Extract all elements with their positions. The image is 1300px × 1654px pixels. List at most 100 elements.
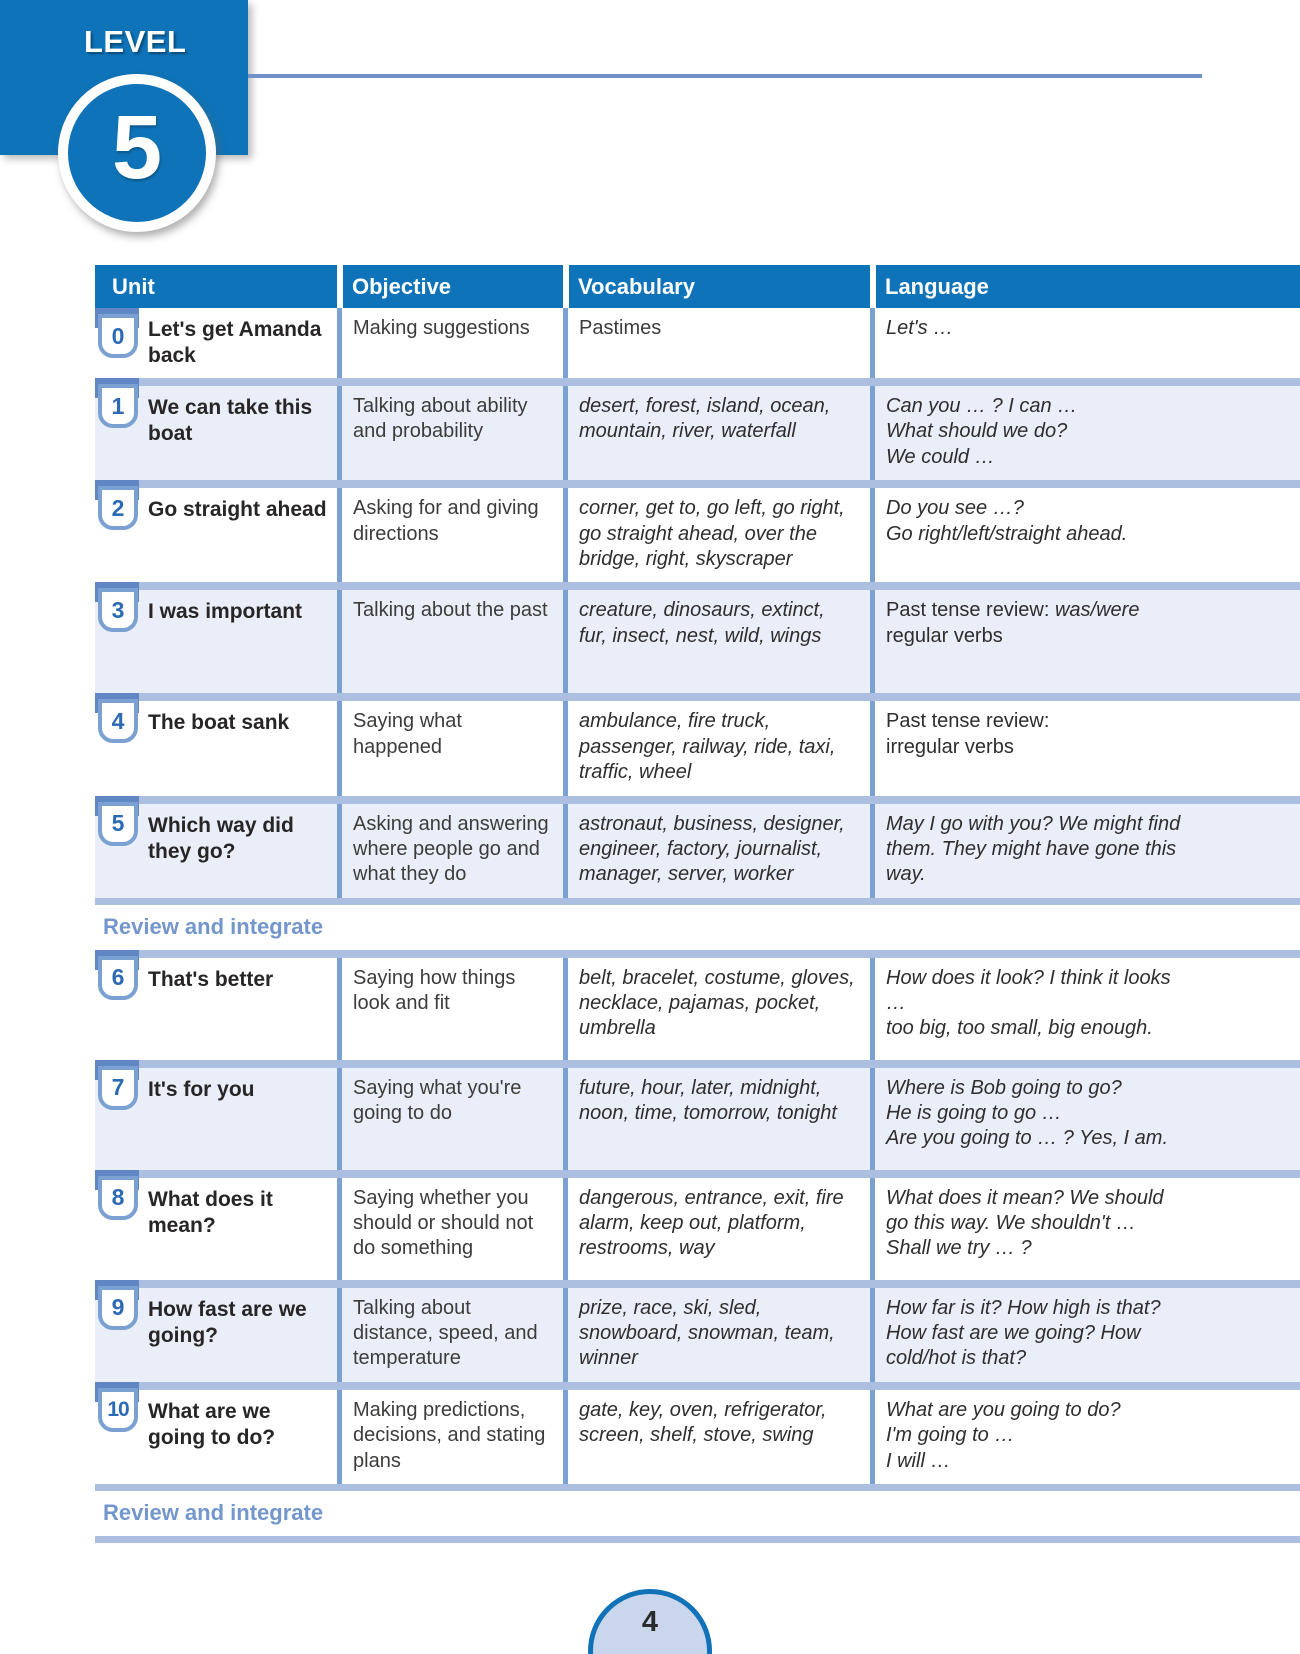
objective-cell: Talking about ability and probability [337, 386, 563, 481]
language-line: He is going to go … [886, 1102, 1062, 1125]
unit-title: We can take this boat [148, 396, 313, 446]
unit-badge: 3 [95, 582, 142, 638]
language-line: What should we do? [886, 420, 1068, 443]
objective-cell: Asking for and giving directions [337, 488, 563, 583]
language-line: Are you going to … ? Yes, I am. [886, 1127, 1169, 1150]
unit-cell: 2 Go straight ahead [95, 480, 337, 582]
badge-shield: 2 [98, 486, 138, 531]
language-line: Past tense review: was/were [886, 599, 1140, 622]
table-row: 1 We can take this boat Talking about abil… [95, 378, 1300, 481]
table-row: 7 It's for you Saying what you're going to… [95, 1059, 1300, 1170]
objective-cell: Saying whether you should or should not … [337, 1177, 563, 1280]
table-row: 10 What are we going to do? Making predict… [95, 1381, 1300, 1485]
level-number: 5 [111, 98, 163, 198]
unit-title: What are we going to do? [148, 1399, 276, 1450]
level-label: LEVEL [84, 24, 187, 59]
level-circle: 5 [58, 74, 216, 232]
unit-number: 0 [111, 322, 125, 349]
review-row: Review and integrate [95, 897, 1300, 950]
vocabulary-cell: belt, bracelet, costume, gloves, necklac… [563, 957, 870, 1060]
objective-cell: Saying how things look and fit [337, 957, 563, 1060]
language-line: Go right/left/straight ahead. [886, 522, 1128, 545]
column-header-objective: Objective [337, 265, 563, 308]
language-line: too big, too small, big enough. [886, 1017, 1153, 1040]
unit-number: 1 [111, 392, 125, 419]
unit-title: What does it mean? [148, 1187, 273, 1237]
language-line: Past tense review: [886, 710, 1050, 733]
column-header-language: Language [870, 265, 1300, 308]
language-cell: Can you … ? I can … What should we do? We … [870, 386, 1300, 481]
badge-shield: 3 [98, 588, 138, 633]
language-line: I'm going to … [886, 1424, 1015, 1447]
language-line: What does it mean? We should go this way… [886, 1186, 1164, 1235]
unit-cell: 6 That's better [95, 949, 337, 1060]
vocabulary-cell: dangerous, entrance, exit, fire alarm, k… [563, 1177, 870, 1280]
badge-shield: 5 [98, 801, 138, 846]
vocabulary-cell: astronaut, business, designer, engineer,… [563, 803, 870, 898]
page-number: 4 [641, 1606, 659, 1638]
column-header-unit: Unit [95, 265, 337, 308]
table-body: 0 Let's get Amanda back Making suggestions… [95, 308, 1300, 1544]
language-line: May I go with you? We might find them. T… [886, 812, 1181, 886]
vocabulary-cell: prize, race, ski, sled, snowboard, snowm… [563, 1287, 870, 1382]
unit-badge: 9 [95, 1279, 142, 1336]
language-line: We could … [886, 445, 995, 468]
table-row: 6 That's better Saying how things look and… [95, 949, 1300, 1060]
review-row: Review and integrate [95, 1484, 1300, 1544]
badge-shield: 7 [98, 1065, 138, 1110]
unit-title: The boat sank [148, 711, 290, 735]
unit-cell: 0 Let's get Amanda back [95, 308, 337, 378]
unit-title: That's better [148, 967, 274, 991]
table-row: 2 Go straight ahead Asking for and giving … [95, 480, 1300, 583]
unit-cell: 9 How fast are we going? [95, 1279, 337, 1382]
badge-shield: 4 [98, 699, 138, 744]
unit-title: It's for you [148, 1077, 255, 1101]
objective-cell: Talking about distance, speed, and tempe… [337, 1287, 563, 1382]
unit-badge: 2 [95, 480, 142, 536]
unit-number: 4 [111, 707, 125, 734]
table-row: 0 Let's get Amanda back Making suggestions… [95, 308, 1300, 378]
language-cell: Past tense review: irregular verbs [870, 701, 1300, 796]
objective-cell: Talking about the past [337, 590, 563, 694]
language-line: Let's … [886, 317, 954, 339]
unit-badge: 0 [95, 308, 142, 364]
badge-shield: 1 [98, 384, 138, 428]
unit-cell: 4 The boat sank [95, 693, 337, 795]
language-line: Can you … ? I can … [886, 395, 1078, 417]
badge-shield: 8 [98, 1175, 138, 1220]
language-cell: How does it look? I think it looks … too … [870, 957, 1300, 1060]
language-line: How does it look? I think it looks … [886, 966, 1171, 1015]
language-line: Do you see …? [886, 497, 1024, 520]
unit-badge: 5 [95, 795, 142, 852]
vocabulary-cell: ambulance, fire truck, passenger, railwa… [563, 701, 870, 796]
badge-shield: 10 [98, 1387, 138, 1432]
column-header-vocabulary: Vocabulary [563, 265, 870, 308]
language-cell: Let's … [870, 308, 1300, 378]
unit-badge: 4 [95, 693, 142, 749]
unit-cell: 10 What are we going to do? [95, 1381, 337, 1484]
unit-badge: 8 [95, 1169, 142, 1226]
language-line: Where is Bob going to go? [886, 1076, 1122, 1099]
language-line: irregular verbs [886, 735, 1014, 758]
unit-cell: 5 Which way did they go? [95, 795, 337, 898]
table-row: 5 Which way did they go? Asking and answer… [95, 795, 1300, 898]
unit-title: Let's get Amanda back [148, 318, 322, 368]
page-number-badge: 4 [588, 1589, 712, 1654]
unit-title: How fast are we going? [148, 1297, 307, 1347]
table-row: 4 The boat sank Saying what happened ambula… [95, 693, 1300, 796]
vocabulary-cell: gate, key, oven, refrigerator, screen, s… [563, 1389, 870, 1485]
badge-shield: 0 [98, 314, 138, 358]
unit-title: Which way did they go? [148, 813, 294, 863]
vocabulary-cell: desert, forest, island, ocean, mountain,… [563, 386, 870, 481]
table-row: 3 I was important Talking about the past cr… [95, 582, 1300, 694]
badge-shield: 9 [98, 1285, 138, 1330]
language-cell: What does it mean? We should go this way… [870, 1177, 1300, 1280]
language-cell: What are you going to do? I'm going to … I… [870, 1389, 1300, 1485]
unit-badge: 10 [95, 1381, 142, 1438]
unit-cell: 1 We can take this boat [95, 378, 337, 480]
language-cell: Do you see …? Go right/left/straight ahea… [870, 488, 1300, 583]
language-line: How far is it? How high is that? [886, 1296, 1161, 1319]
unit-number: 8 [111, 1184, 125, 1211]
unit-number: 10 [107, 1398, 129, 1422]
